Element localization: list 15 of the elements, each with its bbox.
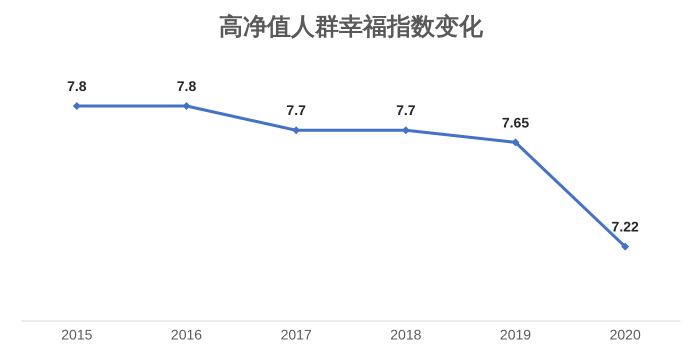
x-tick-label: 2020 <box>610 326 641 342</box>
x-tick-label: 2019 <box>500 326 532 342</box>
data-label: 7.8 <box>176 78 196 94</box>
x-tick-label: 2018 <box>390 326 422 342</box>
data-label: 7.22 <box>612 218 640 235</box>
x-tick-label: 2016 <box>170 326 202 342</box>
chart-title: 高净值人群幸福指数变化 <box>219 12 484 41</box>
data-label: 7.7 <box>286 102 306 118</box>
data-label: 7.8 <box>67 78 87 94</box>
data-label: 7.7 <box>396 102 416 118</box>
point <box>512 138 520 146</box>
data-label: 7.65 <box>502 114 530 130</box>
x-tick-label: 2015 <box>61 326 93 342</box>
x-tick-label: 2017 <box>280 326 312 342</box>
point <box>621 242 630 251</box>
